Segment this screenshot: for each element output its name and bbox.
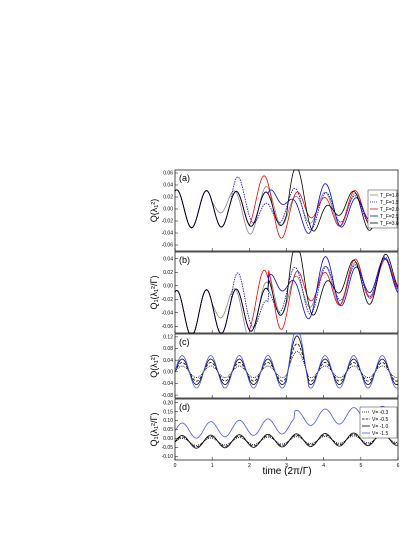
y-tick-label: 0.04 [163, 183, 173, 189]
series-line [174, 251, 399, 334]
y-axis-title: Q(λ₁²) [149, 354, 159, 378]
plot-frame [174, 333, 399, 399]
series-line [174, 258, 399, 334]
x-tick-label: 1 [211, 463, 214, 469]
series-line [174, 335, 399, 386]
series-line [174, 351, 399, 379]
series-line [174, 432, 399, 449]
y-tick-label: 0.20 [163, 400, 173, 406]
y-tick-label: 0.08 [163, 346, 173, 352]
y-axis-title: Q₁(λ₁²/Γ) [149, 412, 159, 446]
panel-label: (d) [179, 402, 190, 412]
y-tick-label: 0.00 [163, 436, 173, 442]
y-tick-label: -0.10 [162, 454, 174, 460]
y-axis-title: Q₁(λ₁²/Γ) [149, 275, 159, 309]
legend: V= -0.3V= -0.5V= -1.0V= -1.5 [359, 406, 398, 439]
panel-label: (c) [179, 337, 190, 347]
x-tick-label: 6 [397, 463, 400, 469]
y-axis-title: Q(λ₁²) [149, 199, 159, 223]
y-tick-label: -0.02 [162, 219, 174, 225]
legend: T_F=1.0T_F=1.5T_F=2.0T_F=2.5T_F=3.0 [367, 189, 399, 229]
y-tick-label: 0.10 [163, 418, 173, 424]
y-tick-label: -0.08 [162, 393, 174, 399]
panel-a: 0.06 0.04 0.02 0.00 -0.02 -0.04 -0.06 (a) Q(λ₁²)… [149, 169, 399, 252]
series-line [174, 258, 399, 334]
y-tick-label: 0.00 [163, 207, 173, 213]
panel-label: (b) [179, 255, 190, 265]
y-tick-label: -0.02 [162, 297, 174, 303]
x-tick-label: 5 [359, 463, 362, 469]
y-tick-label: 0.12 [163, 335, 173, 341]
series-line [174, 435, 399, 446]
y-tick-label: 0.00 [163, 283, 173, 289]
plot-frame [174, 169, 399, 252]
x-tick-label: 0 [174, 463, 177, 469]
y-tick-label: -0.05 [162, 445, 174, 451]
y-tick-label: -0.04 [162, 381, 174, 387]
panel-label: (a) [179, 173, 190, 183]
series-line [174, 333, 399, 389]
y-tick-label: 0.04 [163, 358, 173, 364]
panel-d: 0.20 0.15 0.10 0.05 0.00 -0.05 -0.100 1 2 3 4 5 6 (d)… [149, 398, 400, 469]
series-line [174, 169, 399, 232]
y-tick-label: 0.02 [163, 195, 173, 201]
legend-label: T_F=3.0 [380, 221, 399, 227]
legend-label: V= -1.0 [372, 424, 388, 430]
panels: 0.06 0.04 0.02 0.00 -0.02 -0.04 -0.06 (a) Q(λ₁²)… [149, 169, 400, 469]
panel-c: 0.12 0.08 0.04 0.00 -0.04 -0.08 (c) Q(λ₁²) [149, 333, 399, 399]
legend-label: T_F=1.5 [380, 200, 399, 206]
y-tick-label: -0.06 [162, 243, 174, 249]
legend-label: T_F=2.0 [380, 207, 399, 213]
y-tick-label: -0.06 [162, 324, 174, 330]
y-tick-label: 0.06 [163, 171, 173, 177]
legend-label: T_F=2.5 [380, 214, 399, 220]
series-line [174, 433, 399, 448]
x-axis-title: time (2π/Γ) [262, 466, 311, 477]
legend-label: V= -1.5 [372, 431, 388, 437]
y-tick-label: 0.15 [163, 409, 173, 415]
y-tick-label: 0.04 [163, 256, 173, 262]
x-tick-label: 3 [285, 463, 288, 469]
legend-label: V= -0.5 [372, 417, 388, 423]
legend-label: V= -0.3 [372, 410, 388, 416]
panel-b: 0.04 0.02 0.00 -0.02 -0.04 -0.06 (b) Q₁(λ₁²/Γ) [149, 251, 399, 334]
y-tick-label: 0.02 [163, 270, 173, 276]
y-tick-label: -0.04 [162, 310, 174, 316]
y-tick-label: 0.05 [163, 427, 173, 433]
legend-label: T_F=1.0 [380, 193, 399, 199]
x-tick-label: 4 [322, 463, 325, 469]
y-tick-label: 0.00 [163, 370, 173, 376]
y-tick-label: -0.04 [162, 231, 174, 237]
x-tick-label: 2 [248, 463, 251, 469]
